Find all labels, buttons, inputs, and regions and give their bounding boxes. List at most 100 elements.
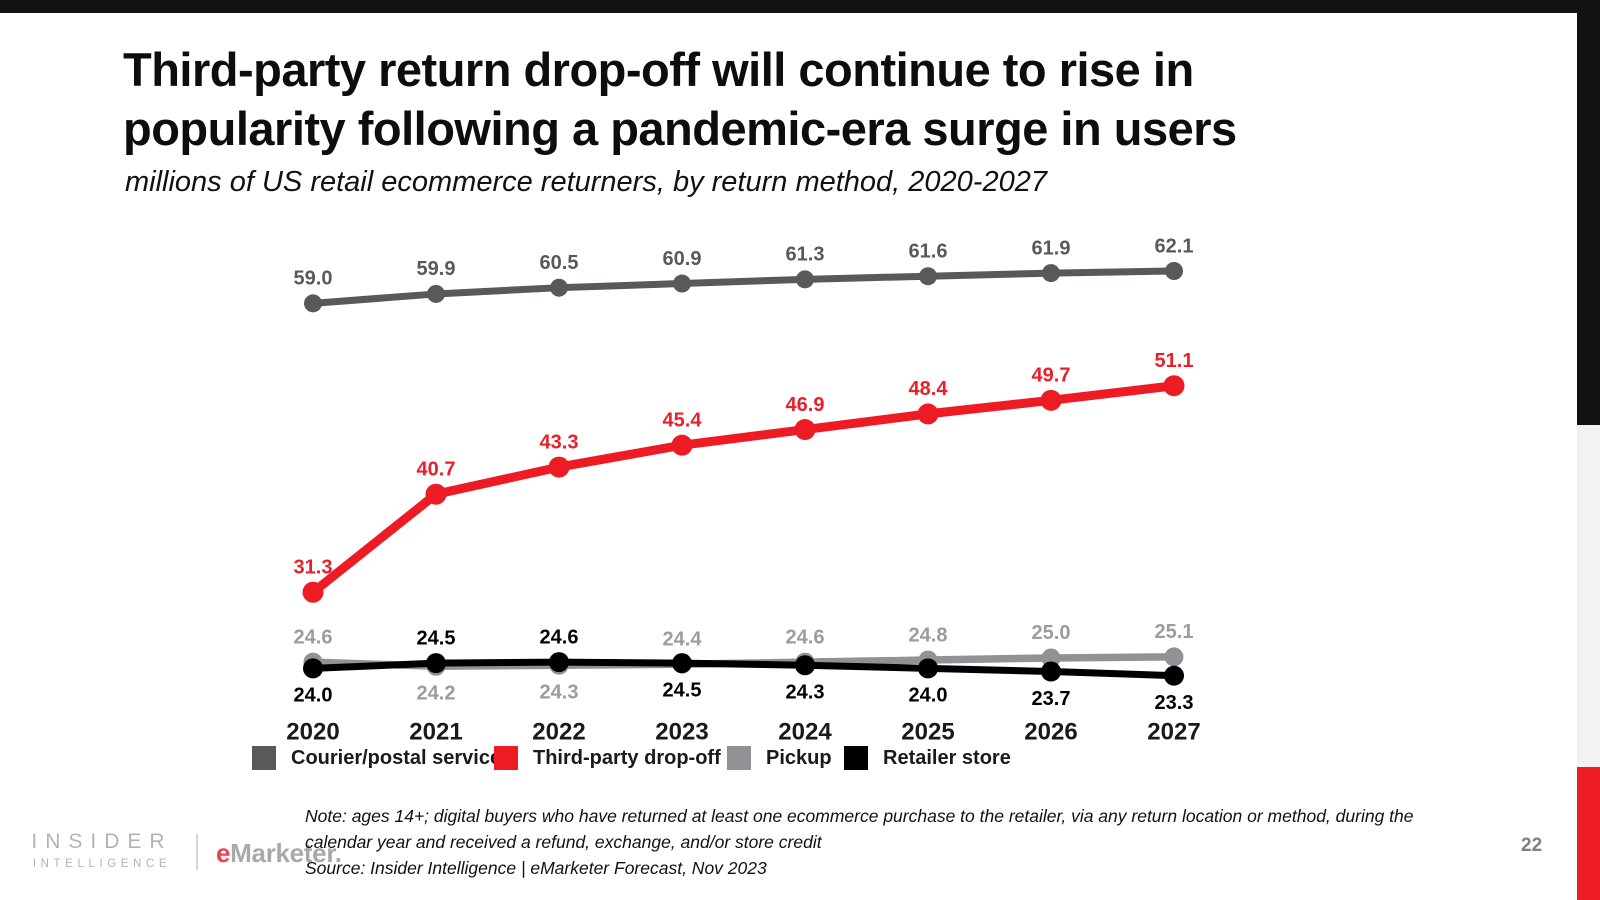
x-axis-tick-label: 2024 xyxy=(778,718,832,745)
page-subtitle: millions of US retail ecommerce returner… xyxy=(125,166,1047,198)
data-point-courier-postal-service xyxy=(304,294,322,313)
x-axis-tick-label: 2022 xyxy=(532,718,585,745)
data-point-courier-postal-service xyxy=(673,274,691,293)
page-number: 22 xyxy=(1521,835,1543,856)
value-label-third-party-drop-off: 40.7 xyxy=(417,458,456,480)
x-axis-tick-label: 2025 xyxy=(901,718,954,745)
title-line-2: popularity following a pandemic-era surg… xyxy=(123,102,1237,155)
value-label-pickup: 24.4 xyxy=(663,628,703,650)
series-line-third-party-drop-off xyxy=(308,381,1179,597)
data-point-third-party-drop-off xyxy=(1163,375,1185,397)
x-axis-tick-label: 2020 xyxy=(286,718,339,745)
value-label-courier-postal-service: 60.5 xyxy=(540,252,579,274)
value-label-third-party-drop-off: 31.3 xyxy=(294,557,333,579)
right-accent-red xyxy=(1577,767,1600,900)
legend-item-courier-postal-service: Courier/postal service xyxy=(252,745,501,771)
legend-swatch-third-party-drop-off xyxy=(494,746,518,770)
data-point-courier-postal-service xyxy=(1165,262,1183,280)
series-pickup: 24.6 24.2 24.3 24.4 24.6 24.8 25.0 25.1 xyxy=(294,621,1194,704)
x-axis-tick-label: 2026 xyxy=(1024,718,1077,745)
data-point-third-party-drop-off xyxy=(794,419,816,441)
data-point-pickup xyxy=(426,656,446,676)
data-point-pickup xyxy=(303,652,323,672)
legend-swatch-courier-postal-service xyxy=(252,746,276,770)
value-label-courier-postal-service: 62.1 xyxy=(1155,235,1194,257)
x-axis-tick-label: 2023 xyxy=(655,718,708,745)
value-label-courier-postal-service: 61.3 xyxy=(786,244,825,266)
value-label-retailer-store: 24.3 xyxy=(786,682,825,704)
value-label-retailer-store: 24.0 xyxy=(909,685,948,707)
value-label-third-party-drop-off: 45.4 xyxy=(663,409,703,431)
emarketer-logo: eMarketer. xyxy=(216,838,342,869)
data-point-third-party-drop-off xyxy=(1040,389,1062,411)
series-third-party-drop-off: 31.3 40.7 43.3 45.4 46.9 48.4 49.7 51.1 xyxy=(294,350,1193,603)
value-label-courier-postal-service: 61.6 xyxy=(909,240,948,262)
footnote-line-1: Note: ages 14+; digital buyers who have … xyxy=(305,806,1414,826)
value-label-retailer-store: 23.3 xyxy=(1155,692,1194,714)
right-accent-gray xyxy=(1577,425,1600,767)
title-line-1: Third-party return drop-off will continu… xyxy=(123,43,1194,96)
data-point-courier-postal-service xyxy=(550,278,568,297)
value-label-courier-postal-service: 59.0 xyxy=(294,268,333,290)
value-label-courier-postal-service: 60.9 xyxy=(663,248,702,270)
value-label-pickup: 24.3 xyxy=(540,682,579,704)
data-point-retailer-store xyxy=(1041,661,1061,682)
value-label-pickup: 25.0 xyxy=(1032,622,1071,644)
data-point-third-party-drop-off xyxy=(671,434,693,456)
data-point-courier-postal-service xyxy=(919,267,937,286)
legend-label-third-party-drop-off: Third-party drop-off xyxy=(533,746,721,769)
data-point-third-party-drop-off xyxy=(917,403,939,425)
data-point-pickup xyxy=(549,655,569,675)
series-courier-postal-service: 59.0 59.9 60.5 60.9 61.3 61.6 61.9 62.1 xyxy=(294,235,1194,313)
data-point-retailer-store xyxy=(918,658,938,679)
legend-label-retailer-store: Retailer store xyxy=(883,746,1011,769)
data-point-retailer-store xyxy=(549,652,569,673)
data-point-retailer-store xyxy=(426,653,446,674)
data-point-pickup xyxy=(918,650,938,670)
data-point-pickup xyxy=(1164,647,1184,667)
value-label-retailer-store: 24.5 xyxy=(417,627,456,649)
intelligence-logo-text: INTELLIGENCE xyxy=(32,858,172,870)
legend-item-retailer-store: Retailer store xyxy=(844,745,1011,771)
series-line-retailer-store xyxy=(309,658,1178,680)
x-axis-tick-label: 2021 xyxy=(409,718,462,745)
data-point-pickup xyxy=(1041,648,1061,668)
right-accent-black xyxy=(1577,13,1600,425)
source-line: Source: Insider Intelligence | eMarketer… xyxy=(305,858,767,878)
data-point-pickup xyxy=(795,652,815,672)
value-label-pickup: 24.6 xyxy=(294,626,333,648)
value-label-courier-postal-service: 61.9 xyxy=(1032,237,1071,259)
data-point-courier-postal-service xyxy=(1042,264,1060,283)
emarketer-logo-rest: Marketer. xyxy=(230,838,342,868)
top-accent-bar xyxy=(0,0,1600,13)
data-point-third-party-drop-off xyxy=(548,456,570,478)
data-point-retailer-store xyxy=(1164,665,1184,686)
legend-swatch-pickup xyxy=(727,746,751,770)
value-label-third-party-drop-off: 46.9 xyxy=(786,394,825,416)
series-retailer-store: 24.0 24.5 24.6 24.5 24.3 24.0 23.7 23.3 xyxy=(294,626,1194,714)
data-point-retailer-store xyxy=(795,655,815,676)
legend-item-pickup: Pickup xyxy=(727,745,832,771)
value-label-courier-postal-service: 59.9 xyxy=(417,258,456,280)
value-label-retailer-store: 23.7 xyxy=(1032,688,1071,710)
value-label-third-party-drop-off: 48.4 xyxy=(909,378,949,400)
data-point-third-party-drop-off xyxy=(425,483,447,505)
value-label-pickup: 25.1 xyxy=(1155,621,1194,643)
legend-label-pickup: Pickup xyxy=(766,746,832,769)
page-title: Third-party return drop-off will continu… xyxy=(123,40,1237,158)
data-point-retailer-store xyxy=(303,658,323,679)
data-point-courier-postal-service xyxy=(427,284,445,303)
legend-swatch-retailer-store xyxy=(844,746,868,770)
insider-intelligence-logo: INSIDER INTELLIGENCE xyxy=(22,830,182,870)
series-line-courier-postal-service xyxy=(309,267,1178,307)
x-axis-tick-label: 2027 xyxy=(1147,718,1200,745)
value-label-pickup: 24.6 xyxy=(786,626,825,648)
series-line-pickup xyxy=(309,653,1178,671)
footnote-line-2: calendar year and received a refund, exc… xyxy=(305,832,822,852)
data-point-pickup xyxy=(672,654,692,674)
insider-logo-text: INSIDER xyxy=(31,830,173,853)
data-point-retailer-store xyxy=(672,653,692,674)
legend-label-courier-postal-service: Courier/postal service xyxy=(291,746,502,769)
emarketer-logo-e: e xyxy=(216,838,231,868)
